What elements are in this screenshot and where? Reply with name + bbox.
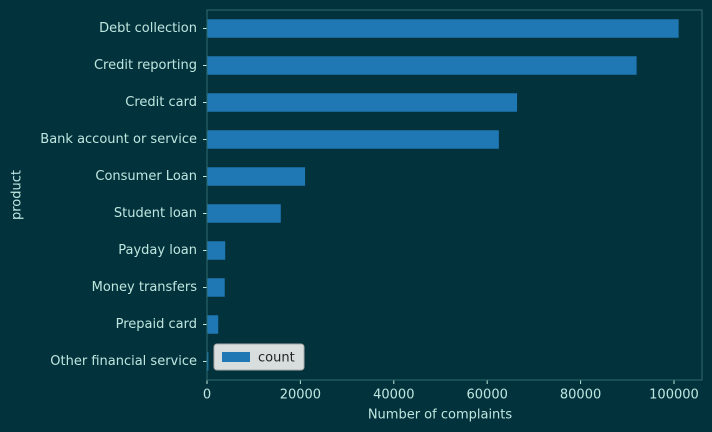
y-tick-label: Credit card: [125, 95, 197, 110]
y-tick-label: Prepaid card: [116, 317, 197, 332]
x-tick-label: 60000: [467, 388, 508, 403]
x-tick-label: 20000: [280, 388, 321, 403]
legend-label: count: [258, 351, 295, 366]
y-tick-label: Money transfers: [92, 280, 198, 295]
bar: [207, 315, 219, 334]
legend-swatch: [222, 352, 250, 362]
y-tick-label: Payday loan: [118, 243, 197, 258]
bar: [207, 167, 306, 186]
y-tick-label: Student loan: [114, 206, 197, 221]
x-tick-label: 80000: [560, 388, 601, 403]
plot-frame: [206, 9, 703, 381]
bar: [207, 204, 281, 223]
y-tick-label: Bank account or service: [40, 132, 197, 147]
bar: [207, 93, 518, 112]
bar: [207, 19, 679, 38]
bar: [207, 241, 226, 260]
y-tick-label: Consumer Loan: [95, 169, 197, 184]
x-tick-label: 0: [203, 388, 211, 403]
legend-box: [213, 343, 305, 371]
y-tick-label: Debt collection: [99, 21, 197, 36]
y-tick-label: Other financial service: [50, 354, 197, 369]
x-tick-label: 100000: [649, 388, 699, 403]
x-tick-label: 40000: [373, 388, 414, 403]
bar: [207, 278, 225, 297]
x-axis-label: Number of complaints: [368, 408, 513, 423]
bar: [207, 56, 637, 75]
y-tick-label: Credit reporting: [94, 58, 197, 73]
bar: [207, 352, 209, 371]
bar: [207, 130, 499, 149]
y-axis-label: product: [10, 170, 25, 220]
